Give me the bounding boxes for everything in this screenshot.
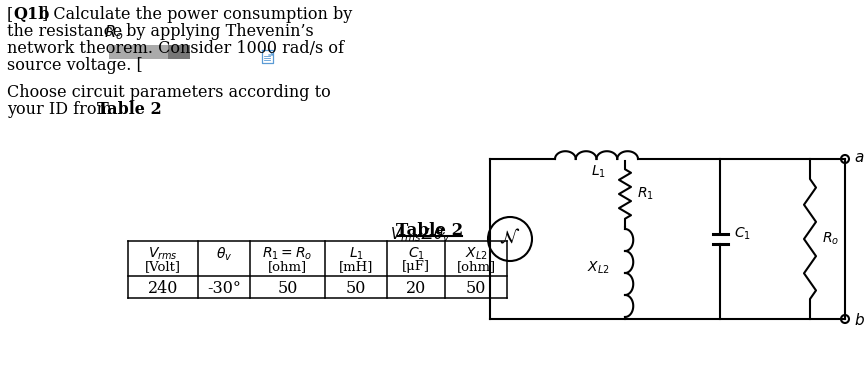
Text: $V_{rms}$: $V_{rms}$ [148,246,178,263]
Text: $C_1$: $C_1$ [734,226,751,242]
Bar [168,45,190,59]
Text: the resistance: the resistance [7,23,127,40]
Text: [: [ [7,6,13,23]
Text: 50: 50 [277,280,298,297]
Text: $a$: $a$ [854,151,864,165]
Text: [ohm]: [ohm] [456,260,495,273]
Text: Table 2: Table 2 [397,222,463,239]
Text: 240: 240 [148,280,178,297]
Text: -30°: -30° [207,280,241,297]
Text: $L_1$: $L_1$ [348,246,364,263]
Text: .: . [154,101,159,118]
Text: Table 2: Table 2 [97,101,162,118]
Text: [Volt]: [Volt] [145,260,181,273]
Text: network theorem. Consider 1000 rad/s of: network theorem. Consider 1000 rad/s of [7,40,344,57]
Text: 50: 50 [466,280,486,297]
Text: [μF]: [μF] [402,260,430,273]
Text: $V_{rms}\angle\theta_v$: $V_{rms}\angle\theta_v$ [390,226,450,244]
Text: $b$: $b$ [854,312,865,328]
Text: $\theta_v$: $\theta_v$ [216,246,232,263]
Text: 50: 50 [346,280,366,297]
Text: $C_1$: $C_1$ [408,246,424,263]
Text: [ohm]: [ohm] [268,260,307,273]
Text: [mH]: [mH] [339,260,373,273]
Text: by applying Thevenin’s: by applying Thevenin’s [121,23,313,40]
Text: $\mathcal{N}$: $\mathcal{N}$ [500,229,520,248]
Text: 20: 20 [406,280,426,297]
Text: source voltage. [: source voltage. [ [7,57,143,74]
Bar [109,45,184,59]
Text: Q1b: Q1b [13,6,49,23]
Text: $R_o$: $R_o$ [822,231,839,247]
Text: your ID from: your ID from [7,101,117,118]
Text: ] Calculate the power consumption by: ] Calculate the power consumption by [42,6,352,23]
Text: $R_1$: $R_1$ [637,186,654,202]
Text: $X_{L2}$: $X_{L2}$ [587,260,610,276]
Text: Choose circuit parameters according to: Choose circuit parameters according to [7,84,331,101]
Text: $R_1 = R_o$: $R_1 = R_o$ [262,246,313,263]
Text: $X_{L2}$: $X_{L2}$ [465,246,488,263]
Text: $R_o$: $R_o$ [104,23,124,42]
Text: $L_1$: $L_1$ [591,164,606,180]
